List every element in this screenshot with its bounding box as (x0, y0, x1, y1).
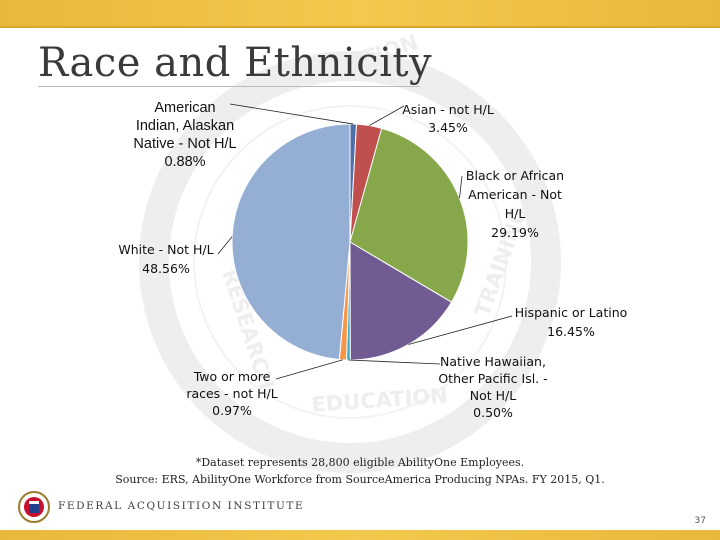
pie-slice (231, 123, 351, 361)
slice-label: Hispanic or Latino (515, 305, 628, 320)
slice-label: Other Pacific Isl. - (438, 371, 547, 386)
slice-label: Indian, Alaskan (136, 118, 234, 134)
slice-label: Black or African (466, 168, 564, 183)
slice-label: 0.97% (212, 403, 252, 418)
slice-label: White - Not H/L (118, 242, 213, 257)
slice-label: 0.50% (473, 405, 513, 420)
fai-seal-icon (18, 491, 50, 523)
leader-line (275, 359, 344, 380)
bottom-accent-bar (0, 530, 720, 540)
slice-label: 0.88% (164, 154, 205, 170)
page-number: 37 (694, 516, 706, 526)
slice-label: races - not H/L (186, 386, 277, 401)
dataset-footnote: *Dataset represents 28,800 eligible Abil… (195, 456, 525, 469)
leader-line (459, 175, 463, 199)
title-rule (38, 86, 420, 87)
leader-line (229, 103, 354, 125)
slice-label: H/L (505, 206, 526, 221)
slice-label: American - Not (468, 187, 562, 202)
pie-slice (349, 241, 453, 361)
leader-line (217, 236, 233, 255)
top-accent-bar (0, 0, 720, 26)
slice-label: 29.19% (491, 225, 539, 240)
slice-label: 16.45% (547, 324, 595, 339)
slice-label: Native Hawaiian, (440, 354, 546, 369)
slice-label: Asian - not H/L (402, 102, 494, 117)
slice-label: 48.56% (142, 261, 190, 276)
source-note: Source: ERS, AbilityOne Workforce from S… (115, 473, 605, 486)
logo-wordmark: FEDERAL ACQUISITION INSTITUTE (58, 500, 305, 512)
slide-title: Race and Ethnicity (38, 40, 433, 86)
leader-line (348, 359, 441, 365)
leader-line (408, 315, 513, 345)
slice-label: 3.45% (428, 120, 468, 135)
slice-label: American (154, 100, 215, 116)
top-accent-line (0, 26, 720, 28)
leader-line (369, 105, 405, 126)
slice-label: Two or more (193, 369, 271, 384)
slice-label: Native - Not H/L (133, 136, 236, 152)
slice-label: Not H/L (470, 388, 516, 403)
